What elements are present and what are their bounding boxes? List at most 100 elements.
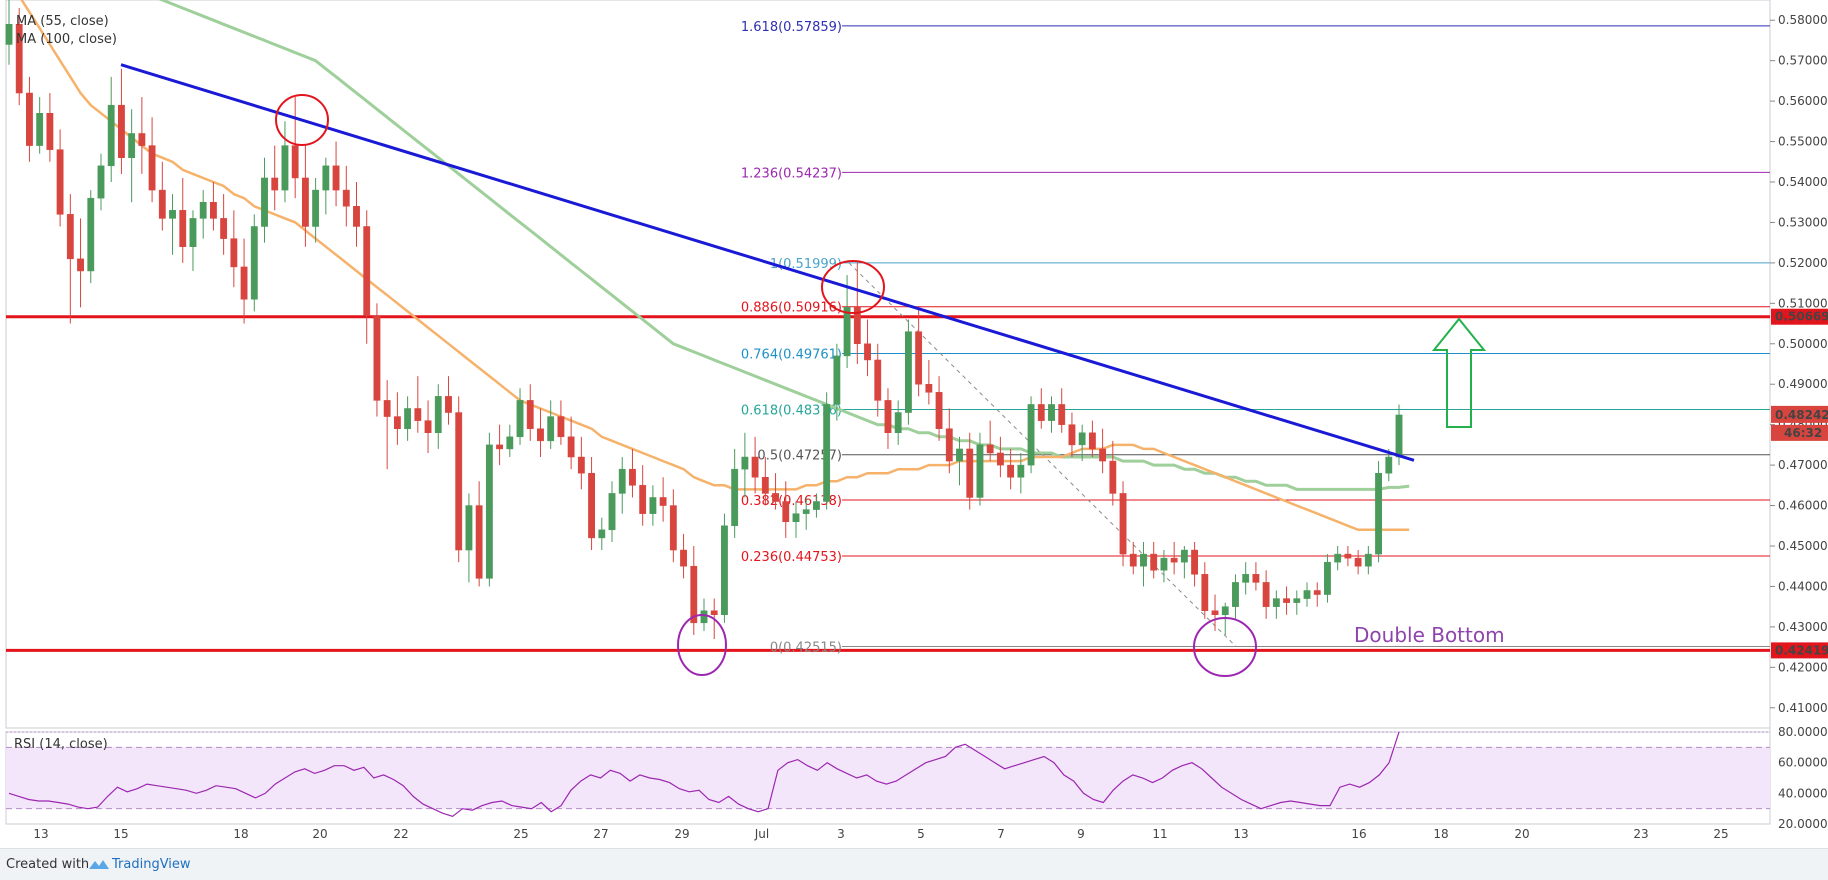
candle-body (1058, 404, 1066, 425)
rsi-band (6, 747, 1770, 809)
candle-body (15, 24, 23, 94)
candle-body (1272, 598, 1280, 607)
double-bottom-circle (677, 614, 727, 676)
candle-body (1395, 414, 1403, 458)
y-tick-label: 0.46000 (1778, 499, 1828, 513)
candle-body (659, 497, 667, 506)
candle-body (1017, 464, 1025, 478)
candle-body (1385, 456, 1393, 474)
candle-body (496, 444, 504, 450)
candle-body (680, 549, 687, 567)
price-axis-tag (1771, 642, 1828, 659)
fib-label: 1.618(0.57859) (741, 20, 842, 35)
candle-body (618, 468, 626, 494)
candle-body (1375, 472, 1382, 555)
double-bottom-circle (1193, 617, 1257, 677)
candle-body (291, 145, 299, 179)
candle-body (669, 505, 677, 551)
fib-label: 1.236(0.54237) (741, 166, 842, 181)
fib-anchor-dashed-line (848, 262, 1237, 647)
candle-body (128, 133, 136, 158)
trend-line (120, 63, 1415, 462)
x-tick-label: 22 (393, 827, 408, 841)
candle-body (996, 452, 1004, 466)
candle-body (506, 436, 514, 450)
candle-body (465, 505, 473, 551)
y-tick-label: 0.41000 (1778, 701, 1828, 715)
candle-body (46, 112, 54, 150)
tradingview-brand[interactable]: TradingView (112, 857, 191, 872)
candle-body (577, 456, 585, 474)
candle-body (199, 201, 207, 219)
up-arrow-icon (1431, 317, 1487, 428)
candle-body (1293, 598, 1301, 603)
candle-body (1313, 590, 1321, 595)
candle-body (761, 476, 769, 494)
x-tick-label: 3 (837, 827, 845, 841)
rsi-legend: RSI (14, close) (14, 737, 108, 752)
candle-body (925, 383, 933, 393)
x-tick-label: 11 (1152, 827, 1167, 841)
candle-body (312, 189, 320, 227)
rsi-tick-label: 40.0000 (1778, 786, 1828, 800)
candle-body (1334, 553, 1342, 563)
rsi-tick-label: 20.0000 (1778, 817, 1828, 831)
swing-high-circle (275, 94, 329, 146)
candle-body (230, 238, 238, 268)
candle-body (404, 408, 412, 429)
candle-body (36, 112, 44, 146)
candle-body (271, 177, 279, 191)
candle-body (547, 416, 555, 442)
candle-body (1252, 574, 1260, 583)
tradingview-logo-icon (89, 860, 109, 869)
candle-body (414, 408, 422, 421)
x-tick-label: 5 (917, 827, 925, 841)
x-tick-label: 18 (1433, 827, 1448, 841)
y-tick-label: 0.44000 (1778, 579, 1828, 593)
candle-body (56, 149, 64, 215)
candle-body (864, 343, 871, 361)
candle-body (1283, 598, 1290, 603)
ma55-line (20, 0, 1410, 532)
candle-body (1201, 574, 1209, 611)
candle-body (424, 420, 432, 434)
candle-body (741, 456, 749, 470)
candle-body (1088, 432, 1096, 450)
candle-body (710, 610, 718, 616)
price-chart-svg: 0.58000 0.57000 0.56000 0.55000 0.54000 0.530… (5, 0, 1828, 841)
candle-body (567, 436, 575, 458)
candle-body (1344, 553, 1352, 559)
candle-body (956, 448, 963, 462)
x-tick-label: 15 (113, 827, 128, 841)
candle-body (813, 501, 820, 510)
candle-body (148, 145, 156, 191)
candle-body (1242, 574, 1250, 583)
candle-body (1180, 549, 1188, 563)
candle-body (87, 197, 95, 272)
candle-body (107, 104, 115, 167)
candle-body (976, 444, 984, 498)
candle-body (445, 396, 452, 413)
y-tick-label: 0.57000 (1778, 54, 1828, 68)
candle-body (240, 266, 248, 300)
candle-body (1109, 460, 1117, 494)
candle-body (945, 428, 953, 462)
candle-body (1191, 549, 1199, 575)
rsi-tick-label: 60.0000 (1778, 756, 1828, 770)
candle-body (751, 456, 759, 478)
y-tick-label: 0.56000 (1778, 94, 1828, 108)
candle-body (26, 92, 33, 146)
candle-body (332, 165, 340, 191)
candle-body (485, 444, 493, 579)
candle-body (731, 468, 739, 527)
fib-label: 0(0.42515) (770, 641, 842, 656)
y-tick-label: 0.53000 (1778, 215, 1828, 229)
candle-body (1027, 404, 1035, 466)
x-tick-label: 29 (674, 827, 689, 841)
y-tick-label: 0.52000 (1778, 256, 1828, 270)
candle-body (598, 529, 606, 539)
candle-body (97, 165, 105, 199)
candle-body (1119, 493, 1127, 555)
candle-body (700, 610, 708, 624)
